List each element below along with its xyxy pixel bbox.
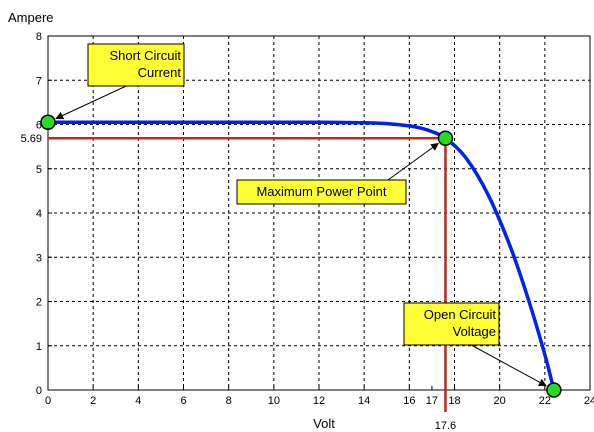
grid [48, 36, 590, 390]
annotation-box [236, 179, 407, 205]
x-tick-label: 14 [358, 395, 370, 407]
annotation-text: Open Circuit [424, 307, 497, 322]
iv-curve-line [48, 120, 556, 391]
x-tick-label: 6 [180, 395, 186, 407]
annotation-text: Short Circuit [109, 48, 181, 63]
annotation-box [87, 43, 185, 87]
y-tick-label: 8 [36, 31, 42, 43]
y-tick-label: 5 [36, 164, 42, 176]
mpp-current-label: 5.69 [21, 133, 42, 145]
x-tick-label: 22 [539, 395, 551, 407]
y-axis-title: Ampere [8, 10, 54, 25]
annotation-text: Voltage [453, 324, 496, 339]
y-tick-label: 1 [36, 341, 42, 353]
annotation-arrow [461, 339, 547, 387]
x-tick-label: 0 [45, 395, 51, 407]
x-tick-label: 20 [494, 395, 506, 407]
x-axis-title: Volt [313, 416, 335, 431]
y-tick-label: 4 [36, 208, 42, 220]
annotations: Short Circuit Current Maximum Power Point O… [55, 43, 547, 387]
reference-lines: 5.69 17.6 [21, 133, 457, 432]
x-tick-label: 10 [268, 395, 280, 407]
y-tick-label: 6 [36, 120, 42, 132]
x-tick-label: 12 [313, 395, 325, 407]
x-tick-label: 24 [584, 395, 594, 407]
annotation-max-power: Maximum Power Point [236, 142, 439, 205]
x-tick-label: 16 [403, 395, 415, 407]
annotation-text: Maximum Power Point [256, 184, 386, 199]
mpp-voltage-label: 17.6 [435, 420, 456, 432]
x-tick-label: 18 [448, 395, 460, 407]
short-circuit-point [40, 114, 56, 131]
annotation-box [403, 302, 500, 346]
annotation-open-circuit: Open Circuit Voltage [403, 302, 547, 387]
open-circuit-point [546, 382, 562, 398]
annotation-short-circuit: Short Circuit Current [55, 43, 185, 120]
y-tick-label: 0 [36, 385, 42, 397]
y-tick-label: 3 [36, 252, 42, 264]
x-tick-label: 4 [135, 395, 141, 407]
x-tick-label: 17 [426, 395, 438, 407]
x-tick-label: 8 [226, 395, 232, 407]
x-tick-label: 2 [90, 395, 96, 407]
annotation-text: Current [138, 65, 182, 80]
max-power-point [437, 130, 454, 146]
iv-curve [48, 120, 556, 391]
y-tick-label: 7 [36, 75, 42, 87]
annotation-arrow [387, 142, 439, 181]
key-points [40, 114, 562, 398]
y-tick-label: 2 [36, 297, 42, 309]
